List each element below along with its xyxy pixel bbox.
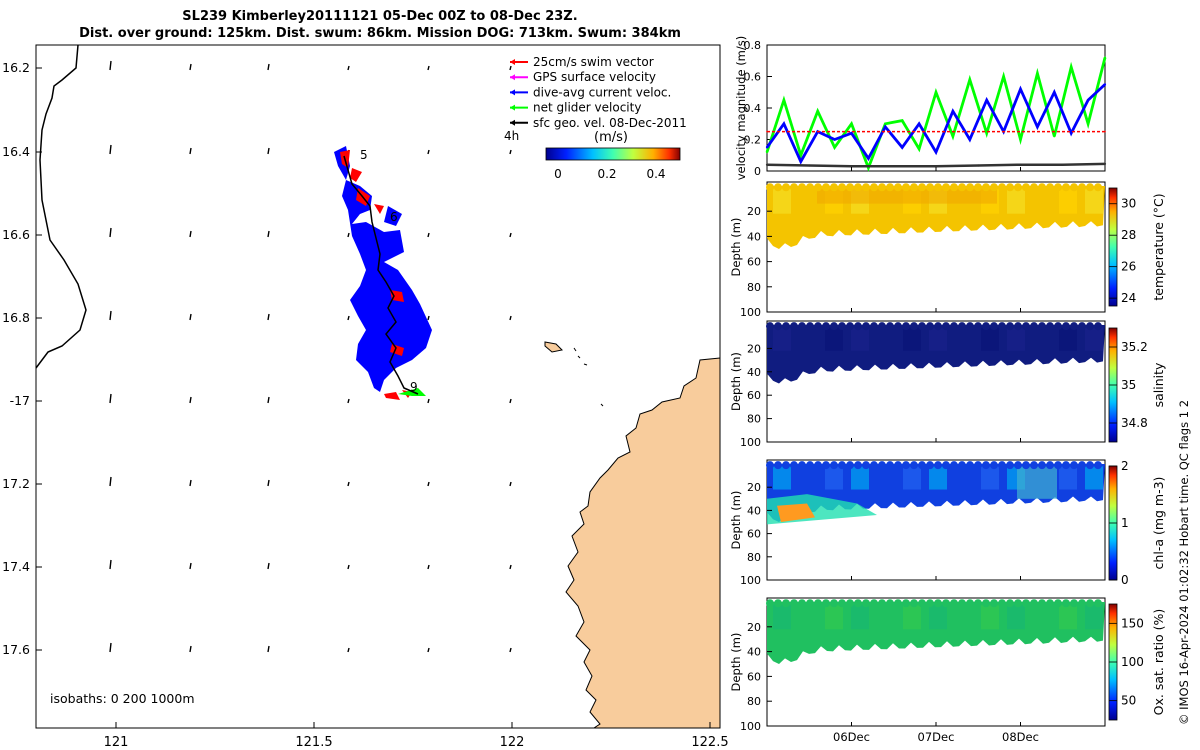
geostrophic-vector <box>109 60 112 71</box>
geostrophic-vector <box>189 645 192 653</box>
map-y-tick-label: 16.8 <box>2 310 30 325</box>
geostrophic-vector <box>427 315 430 321</box>
map-y-tick-label: 17.2 <box>2 476 30 491</box>
map-y-tick-label: 16.2 <box>2 60 30 75</box>
legend-entry: dive-avg current veloc. <box>533 85 671 99</box>
map-y-tick-label: 16.6 <box>2 227 30 242</box>
geostrophic-vector <box>267 562 270 570</box>
map-x-tick-label: 122 <box>500 735 525 750</box>
geostrophic-vector <box>509 315 512 321</box>
geostrophic-vector <box>109 642 112 653</box>
geostrophic-vector <box>347 564 350 570</box>
geostrophic-vector <box>109 393 112 404</box>
geostrophic-vector <box>189 479 192 487</box>
copyright-note: © IMOS 16-Apr-2024 01:02:32 Hobart time.… <box>1177 399 1191 725</box>
day-marker-5: 5 <box>360 148 368 162</box>
speed-colorbar <box>545 147 681 161</box>
legend-arrowhead <box>510 104 515 111</box>
legend-entry: GPS surface velocity <box>533 70 656 84</box>
geostrophic-vector <box>427 149 430 155</box>
geostrophic-vector <box>109 310 112 321</box>
geostrophic-vector <box>267 230 270 238</box>
speed-colorbar-label: (m/s) <box>594 130 628 145</box>
geostrophic-vector <box>427 65 430 71</box>
geostrophic-vector <box>509 65 512 71</box>
geostrophic-vector <box>427 564 430 570</box>
geostrophic-vector <box>109 227 112 238</box>
geostrophic-vector <box>427 398 430 404</box>
geostrophic-vector <box>189 230 192 238</box>
isobaths-label: isobaths: 0 200 1000m <box>50 691 195 706</box>
map-ticks: 121 121.5 122 122.5 16.2 16.4 16.6 16.8 -17 17.2 1… <box>2 60 728 750</box>
dive-avg-current-patches <box>334 146 432 392</box>
map-y-tick-label: -17 <box>10 393 30 408</box>
chart-subtitle: Dist. over ground: 125km. Dist. swum: 86… <box>79 26 681 41</box>
speed-colorbar-tick: 0 <box>554 167 562 181</box>
chart-title: SL239 Kimberley20111121 05-Dec 00Z to 08… <box>182 9 578 24</box>
map-x-tick-label: 122.5 <box>691 735 728 750</box>
map-x-tick-label: 121.5 <box>295 735 332 750</box>
glider-track-line <box>343 155 419 395</box>
legend-arrowhead <box>510 59 515 65</box>
geostrophic-vector <box>347 647 350 653</box>
geostrophic-vector-field <box>109 60 512 653</box>
geostrophic-vector <box>509 564 512 570</box>
geostrophic-vector <box>267 645 270 653</box>
map-axes <box>35 44 721 729</box>
geostrophic-vector <box>267 147 270 155</box>
day-marker-9: 9 <box>410 380 418 394</box>
geostrophic-vector <box>427 647 430 653</box>
geostrophic-vector <box>427 232 430 238</box>
geostrophic-vector <box>347 65 350 71</box>
geostrophic-vector <box>189 313 192 321</box>
legend-entry: sfc geo. vel. 08-Dec-2011 <box>533 116 687 130</box>
geostrophic-vector <box>509 398 512 404</box>
geostrophic-vector <box>267 396 270 404</box>
legend-arrowhead <box>510 119 515 126</box>
geostrophic-vector <box>109 476 112 487</box>
geostrophic-vector <box>189 147 192 155</box>
legend-entry: 25cm/s swim vector <box>533 55 654 69</box>
geostrophic-vector <box>267 63 270 71</box>
geostrophic-vector <box>189 63 192 71</box>
map-y-tick-label: 17.4 <box>2 559 30 574</box>
geostrophic-vector <box>509 647 512 653</box>
geostrophic-vector <box>347 398 350 404</box>
geostrophic-vector <box>347 481 350 487</box>
geostrophic-vector <box>109 559 112 570</box>
time-scale-label: 4h <box>504 129 519 143</box>
island <box>573 347 604 407</box>
island <box>544 341 564 353</box>
geostrophic-vector <box>189 562 192 570</box>
geostrophic-vector <box>509 232 512 238</box>
land-coastline <box>565 357 721 729</box>
legend-entry: net glider velocity <box>533 101 641 115</box>
isobath-line <box>35 44 87 369</box>
map-y-tick-label: 16.4 <box>2 144 30 159</box>
geostrophic-vector <box>109 144 112 155</box>
map-x-tick-label: 121 <box>104 735 129 750</box>
geostrophic-vector <box>509 481 512 487</box>
geostrophic-vector <box>509 149 512 155</box>
day-marker-6: 6 <box>390 210 398 224</box>
legend-arrowhead <box>510 89 515 96</box>
speed-colorbar-tick: 0.4 <box>646 167 665 181</box>
geostrophic-vector <box>427 481 430 487</box>
legend-arrowhead <box>510 74 515 81</box>
speed-colorbar-tick: 0.2 <box>597 167 616 181</box>
geostrophic-vector <box>347 232 350 238</box>
geostrophic-vector <box>189 396 192 404</box>
geostrophic-vector <box>347 315 350 321</box>
geostrophic-vector <box>267 313 270 321</box>
map-y-tick-label: 17.6 <box>2 642 30 657</box>
geostrophic-vector <box>267 479 270 487</box>
